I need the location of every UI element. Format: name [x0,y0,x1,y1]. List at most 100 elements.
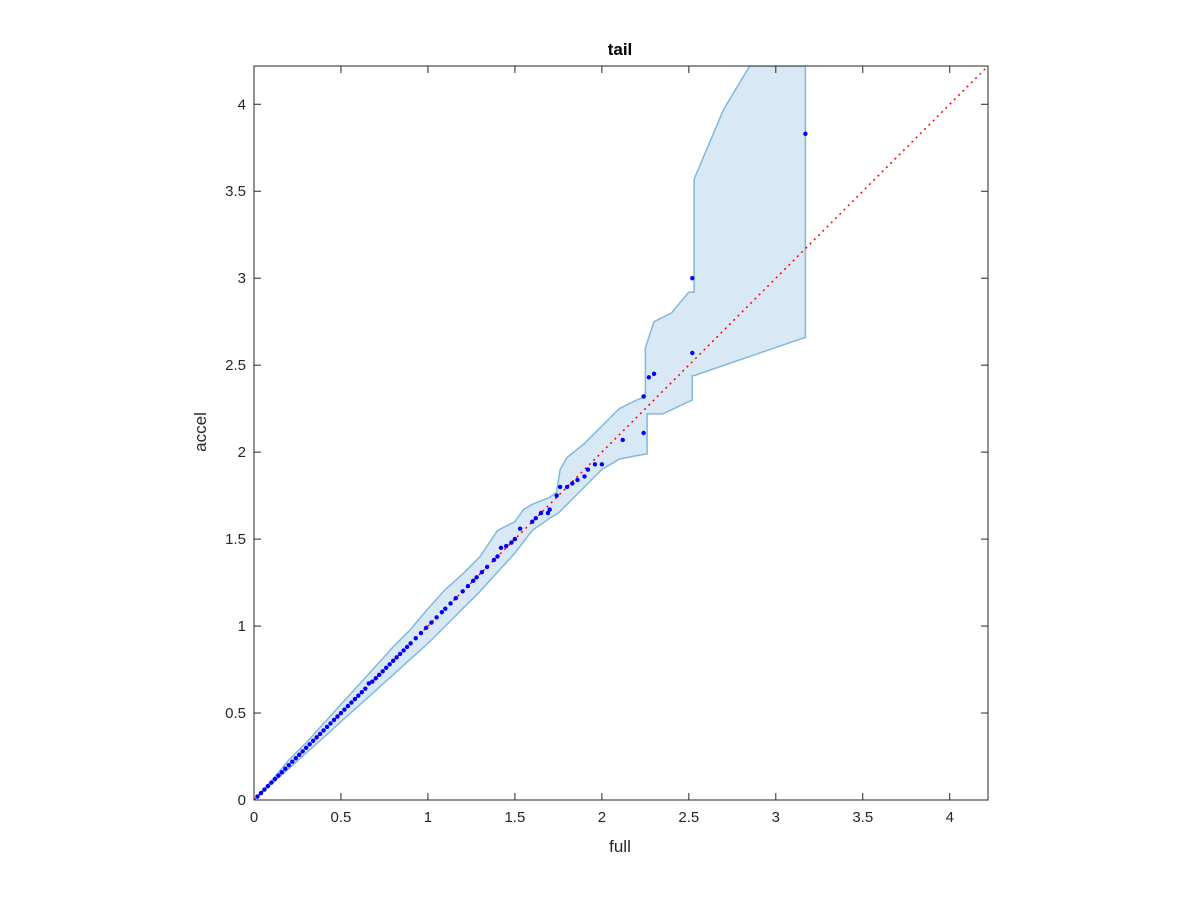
data-point [453,596,458,601]
x-tick-label: 2.5 [678,809,699,826]
axes [253,65,989,801]
data-point [258,790,264,796]
y-tick-label: 0.5 [225,705,246,722]
y-tick-label: 3 [238,270,246,287]
x-tick-label: 4 [946,809,954,826]
x-tick-label: 1.5 [504,809,525,826]
data-point [387,662,392,667]
axes-box [253,65,989,801]
x-tick-label: 3 [772,809,780,826]
data-point [413,636,418,641]
data-point [356,693,361,698]
data-point [803,131,808,137]
data-point [512,536,518,542]
y-tick-label: 1.5 [225,531,246,548]
data-point [585,467,591,472]
data-point [276,773,281,778]
x-tick-label: 0.5 [331,809,352,826]
data-point [509,540,514,545]
data-point [328,721,333,726]
data-point [547,507,552,512]
data-point [324,724,330,730]
data-point [582,474,587,479]
data-point [310,738,316,744]
identity-reference-line [253,65,989,801]
data-point [498,545,504,550]
data-point [495,554,500,559]
data-point [470,578,476,584]
data-point [423,625,429,631]
data-point [651,371,657,377]
data-point [363,686,368,691]
data-point [279,769,285,775]
data-points [255,131,808,799]
y-tick-label: 4 [238,96,246,113]
data-point [290,759,295,764]
data-point [564,484,570,490]
data-point [592,462,598,467]
data-point [307,742,312,747]
data-point [321,728,326,733]
data-point [484,564,490,570]
y-axis-ticks: 0 0.5 1 1.5 2 2.5 3 3.5 4 [225,96,988,809]
data-point [465,583,471,589]
data-point [342,707,347,712]
data-point [370,679,375,684]
data-point [690,350,695,356]
data-point [479,569,485,575]
data-point [690,275,695,281]
data-point [434,615,439,620]
data-point [408,641,413,646]
data-point [314,735,319,740]
data-point [533,516,538,521]
data-point [293,756,298,761]
data-point [255,794,260,799]
y-tick-label: 2 [238,444,246,461]
data-point [394,655,399,660]
x-axis-title: full [609,837,631,856]
data-point [443,606,448,611]
data-point [366,681,371,686]
data-point [272,776,278,782]
y-axis-title: accel [191,412,210,452]
data-point [359,689,365,695]
data-point [641,394,646,399]
data-point [599,462,605,467]
x-axis-ticks: 0 0.5 1 1.5 2 2.5 3 3.5 4 [250,66,954,826]
data-point [283,766,288,771]
data-point [530,519,535,524]
data-point [401,648,406,653]
data-point [335,714,340,719]
reference-line [253,65,989,801]
data-point [345,703,351,709]
y-tick-label: 2.5 [225,357,246,374]
data-point [557,484,563,490]
confidence-band-area [254,66,807,800]
data-point [641,430,646,436]
data-point [300,749,305,754]
data-point [646,375,652,380]
confidence-band [254,66,807,800]
data-point [460,589,465,594]
data-point [429,620,434,625]
x-tick-label: 2 [598,809,606,826]
data-point [620,437,625,443]
data-point [331,717,337,723]
chart-title: tail [608,40,633,59]
data-point [491,557,497,563]
data-point [554,493,559,498]
data-point [338,710,344,716]
data-point [404,644,410,650]
data-point [474,575,479,580]
y-tick-label: 3.5 [225,183,246,200]
data-point [349,700,354,705]
y-tick-label: 1 [238,618,246,635]
data-point [269,780,274,785]
data-point [517,526,523,531]
data-point [317,731,323,737]
x-tick-label: 0 [250,809,258,826]
data-point [262,787,267,792]
data-point [380,669,385,674]
